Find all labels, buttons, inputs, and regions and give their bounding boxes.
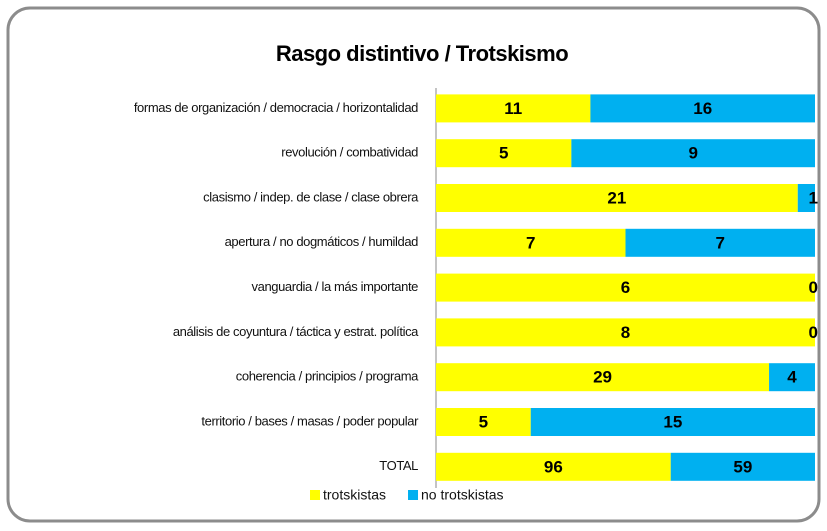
data-label: 15: [663, 412, 682, 431]
chart-title: Rasgo distintivo / Trotskismo: [276, 41, 568, 66]
bar-segment: [436, 363, 770, 392]
data-label: 5: [499, 144, 508, 163]
category-label: TOTAL: [379, 458, 418, 473]
data-label: 9: [688, 144, 697, 163]
category-label: revolución / combatividad: [281, 145, 418, 160]
legend-swatch: [408, 490, 419, 500]
bar-segment: [670, 452, 815, 481]
bar-segment: [797, 184, 815, 212]
data-label: 7: [716, 233, 725, 252]
bar-segment: [436, 273, 815, 302]
category-label: territorio / bases / masas / poder popul…: [201, 413, 419, 428]
data-label: 4: [787, 368, 797, 387]
category-label: coherencia / principios / programa: [236, 369, 419, 384]
data-label: 16: [693, 99, 712, 118]
category-label: formas de organización / democracia / ho…: [134, 100, 418, 115]
data-label: 11: [504, 99, 522, 118]
data-label: 1: [809, 188, 818, 207]
data-label: 21: [607, 188, 626, 207]
frame: [6, 6, 821, 523]
data-label: 0: [809, 278, 818, 297]
bar-segment: [436, 452, 671, 481]
bar-segment: [436, 94, 591, 123]
data-label: 8: [621, 323, 630, 342]
category-label: análisis de coyuntura / táctica y estrat…: [173, 324, 419, 339]
legend-label: trotskistas: [323, 487, 386, 503]
data-label: 59: [733, 457, 752, 476]
bar-segment: [436, 139, 572, 168]
bar-segment: [530, 408, 815, 436]
data-label: 7: [526, 233, 535, 252]
category-label: vanguardia / la más importante: [252, 279, 419, 294]
bar-segment: [625, 228, 815, 257]
legend-label: no trotskistas: [421, 487, 503, 503]
bar-segment: [436, 228, 626, 257]
bar-segment: [436, 184, 798, 212]
category-label: apertura / no dogmáticos / humildad: [225, 234, 419, 249]
category-label: clasismo / indep. de clase / clase obrer…: [203, 189, 419, 204]
legend-swatch: [310, 490, 320, 500]
bar-segment: [590, 94, 815, 123]
data-label: 96: [544, 457, 563, 476]
data-label: 0: [809, 323, 818, 342]
data-label: 5: [479, 412, 488, 431]
bar-segment: [436, 408, 531, 436]
bar-segment: [769, 363, 815, 392]
data-label: 29: [593, 368, 612, 387]
data-label: 6: [621, 278, 630, 297]
bar-segment: [436, 318, 815, 347]
bar-segment: [571, 139, 815, 168]
